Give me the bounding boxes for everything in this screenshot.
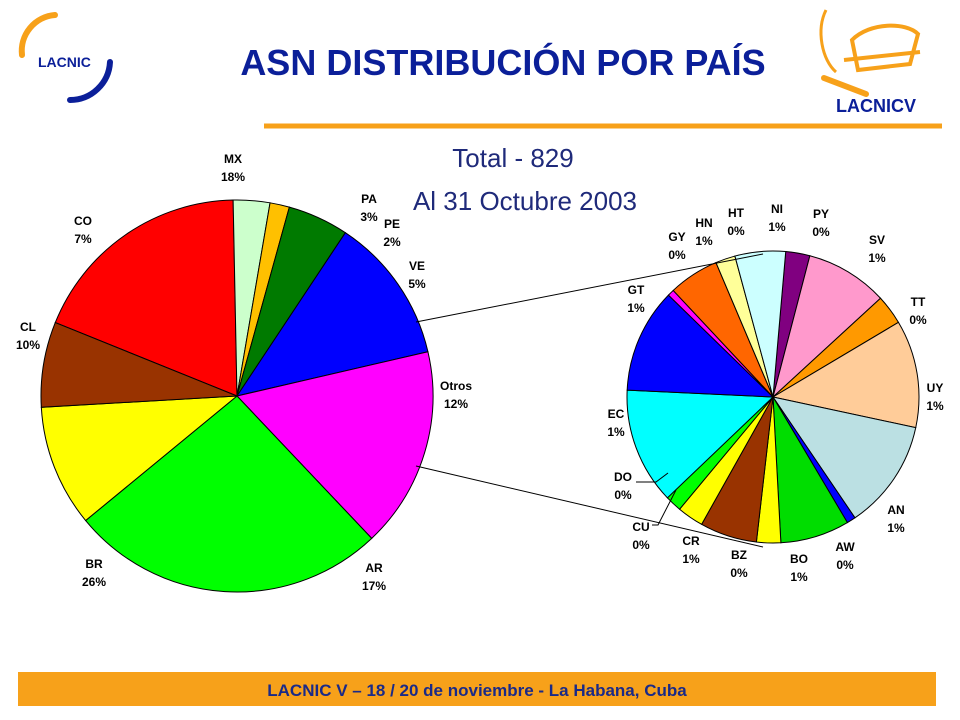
slice-pct-pe: 2% — [383, 235, 401, 249]
slice-label-pa: PA — [361, 192, 377, 206]
pie-slice-uy — [771, 321, 920, 429]
slice-pct-pa: 3% — [360, 210, 378, 224]
lacnic-v-logo-text: LACNICV — [836, 96, 916, 116]
slice-label-bo: BO — [790, 552, 808, 566]
slice-pct-ar: 17% — [362, 579, 386, 593]
slice-label-gt: GT — [628, 283, 645, 297]
pie-slice-ni — [734, 250, 787, 398]
connector-top — [415, 253, 764, 323]
pie-slice-br — [84, 395, 373, 593]
slice-pct-hn: 1% — [695, 234, 713, 248]
slice-pct-an: 1% — [887, 521, 905, 535]
slice-pct-cl: 10% — [16, 338, 40, 352]
slice-label-ar: AR — [365, 561, 383, 575]
pie-slice-cl — [40, 395, 239, 522]
slice-label-ec: EC — [608, 407, 625, 421]
slice-pct-sv: 1% — [868, 251, 886, 265]
footer-bar — [18, 672, 936, 706]
slice-label-cl: CL — [20, 320, 36, 334]
slice-pct-mx: 18% — [221, 170, 245, 184]
footer-text: LACNIC V – 18 / 20 de noviembre - La Hab… — [267, 681, 687, 700]
slice-label-gy: GY — [668, 230, 685, 244]
slice-label-otros: Otros — [440, 379, 472, 393]
slice-label-cr: CR — [682, 534, 700, 548]
slice-pct-bz: 0% — [730, 566, 748, 580]
slice-pct-bo: 1% — [790, 570, 808, 584]
slice-label-br: BR — [85, 557, 103, 571]
slice-pct-br: 26% — [82, 575, 106, 589]
slice-label-an: AN — [887, 503, 904, 517]
slice-pct-ve: 5% — [408, 277, 426, 291]
slice-pct-aw: 0% — [836, 558, 854, 572]
slice-pct-co: 7% — [74, 232, 92, 246]
date-label: Al 31 Octubre 2003 — [413, 186, 637, 216]
slice-label-do: DO — [614, 470, 632, 484]
pie-slice-ec — [626, 389, 775, 499]
slice-pct-do: 0% — [614, 488, 632, 502]
pie-slice-ar — [236, 351, 434, 540]
leader-do — [636, 472, 669, 483]
pie-slice-gt — [626, 294, 775, 398]
slice-label-uy: UY — [927, 381, 944, 395]
slice-label-tt: TT — [911, 295, 926, 309]
otros-pie-chart — [626, 250, 920, 544]
main-pie-chart — [40, 199, 434, 593]
slice-label-py: PY — [813, 207, 829, 221]
slice-label-aw: AW — [835, 540, 855, 554]
pie-slice-sv — [772, 255, 882, 399]
lacnic-logo: LACNIC — [18, 12, 113, 104]
slice-label-ni: NI — [771, 202, 783, 216]
slice-pct-ht: 0% — [727, 224, 745, 238]
page-title: ASN DISTRIBUCIÓN POR PAÍS — [240, 41, 765, 83]
slice-pct-uy: 1% — [926, 399, 944, 413]
slice-pct-otros: 12% — [444, 397, 468, 411]
pie-slice-co — [40, 321, 238, 408]
lacnic-logo-text: LACNIC — [38, 54, 91, 70]
pie-slice-otros — [235, 231, 429, 397]
lacnic-v-logo: LACNICV — [819, 9, 921, 116]
pie-slice-mx — [54, 199, 238, 397]
slice-pct-cu: 0% — [632, 538, 650, 552]
slice-pct-cr: 1% — [682, 552, 700, 566]
slice-pct-ni: 1% — [768, 220, 786, 234]
slice-pct-tt: 0% — [909, 313, 927, 327]
total-label: Total - 829 — [452, 143, 573, 173]
slice-label-sv: SV — [869, 233, 885, 247]
slice-label-co: CO — [74, 214, 92, 228]
slice-pct-py: 0% — [812, 225, 830, 239]
pie-slice-an — [771, 396, 917, 519]
slice-label-hn: HN — [695, 216, 712, 230]
slice-pct-gt: 1% — [627, 301, 645, 315]
slice-label-mx: MX — [224, 152, 242, 166]
slice-label-ht: HT — [728, 206, 745, 220]
slice-pct-gy: 0% — [668, 248, 686, 262]
slice-label-bz: BZ — [731, 548, 747, 562]
slice-label-pe: PE — [384, 217, 400, 231]
connector-bottom — [415, 465, 764, 548]
leader-cu — [652, 489, 677, 526]
slice-label-ve: VE — [409, 259, 425, 273]
slice-pct-ec: 1% — [607, 425, 625, 439]
slice-label-cu: CU — [632, 520, 649, 534]
